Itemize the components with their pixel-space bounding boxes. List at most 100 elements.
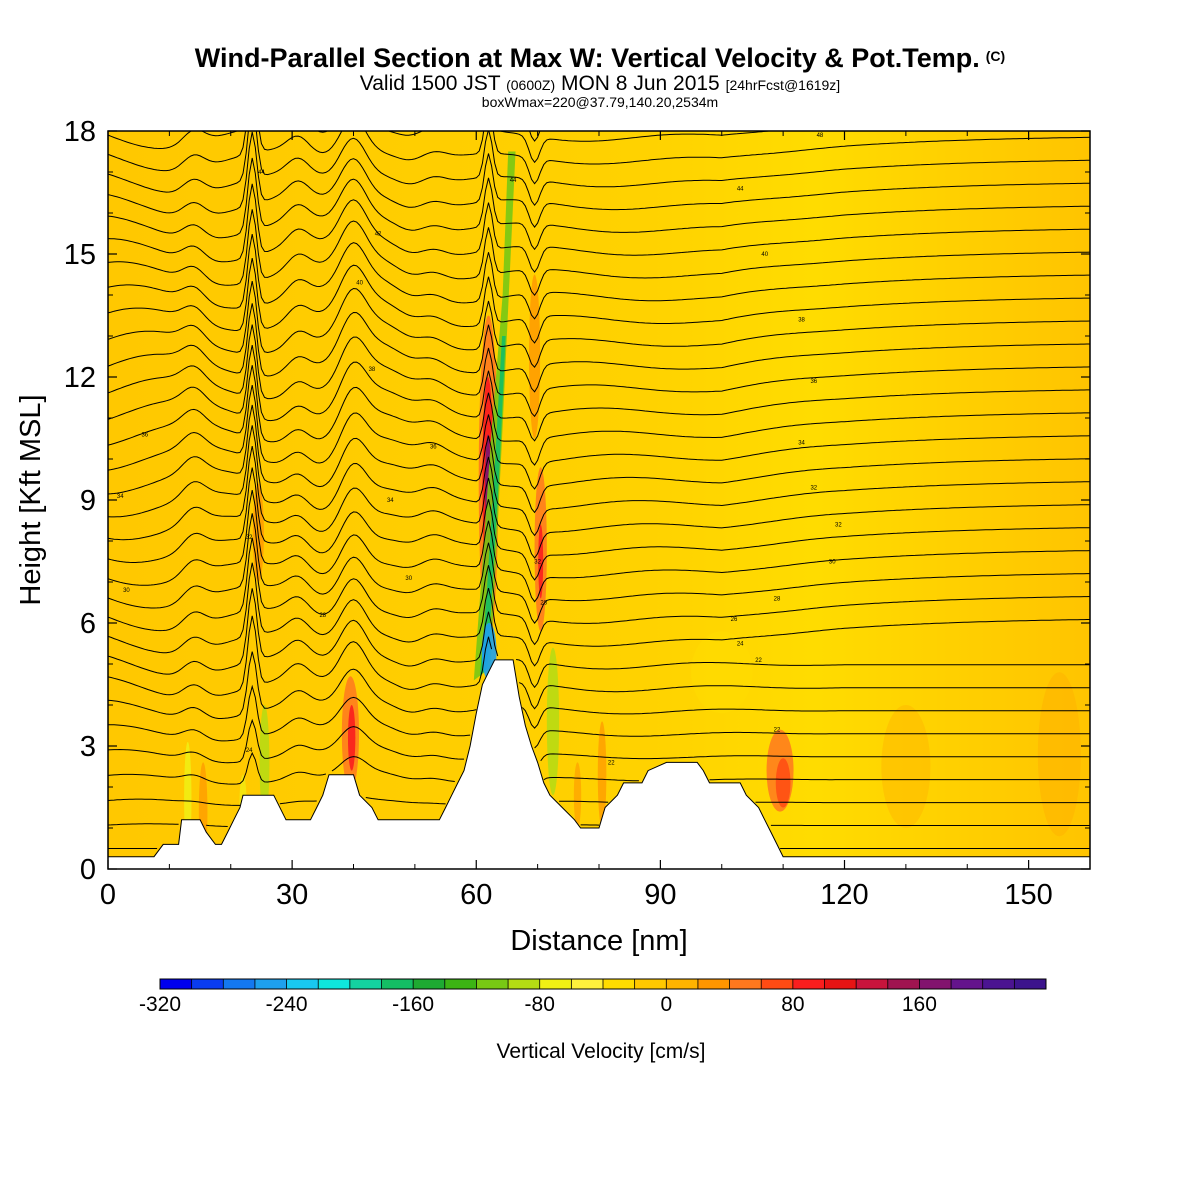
theta-label: 22 <box>755 658 762 664</box>
theta-label: 32 <box>534 560 541 566</box>
colorbar-frame <box>159 978 1047 990</box>
theta-label: 30 <box>829 560 836 566</box>
theta-label: 44 <box>737 186 744 192</box>
colorbar-label: Vertical Velocity [cm/s] <box>497 1040 706 1063</box>
theta-contour <box>108 258 1090 344</box>
theta-label: 32 <box>835 523 842 529</box>
colorbar-swatch <box>1014 979 1047 989</box>
theta-label: 24 <box>737 642 744 648</box>
theta-contour <box>108 562 1090 667</box>
theta-label: 48 <box>817 133 824 139</box>
theta-contour <box>108 385 1090 490</box>
theta-label: 28 <box>540 601 547 607</box>
colorbar-tick-label: -160 <box>392 993 434 1016</box>
theta-contour <box>108 446 1090 559</box>
colorbar-swatch <box>318 979 351 989</box>
theta-label: 28 <box>319 613 326 619</box>
x-tick-label: 150 <box>1004 879 1052 911</box>
updraft-lee-109-core <box>775 758 791 808</box>
theta-label: 30 <box>405 576 412 582</box>
theta-label: 38 <box>798 318 805 324</box>
colorbar-swatch <box>856 979 889 989</box>
theta-contours <box>108 131 1090 849</box>
theta-contour <box>108 513 1090 624</box>
theta-contour <box>108 718 1090 764</box>
theta-contour <box>108 404 1090 514</box>
theta-label: 38 <box>369 367 376 373</box>
colorbar-tick-label: 0 <box>660 993 672 1016</box>
colorbar-swatch <box>254 979 287 989</box>
theta-contour <box>108 281 1090 369</box>
colorbar-swatch <box>697 979 730 989</box>
theta-label: 44 <box>258 170 265 176</box>
theta-contour <box>108 183 1090 273</box>
colorbar-swatch <box>223 979 256 989</box>
colorbar-swatch <box>413 979 446 989</box>
y-tick-label: 0 <box>80 854 96 886</box>
colorbar-swatch <box>381 979 414 989</box>
calm-100 <box>691 631 753 714</box>
valid-date: MON 8 Jun 2015 <box>560 72 720 95</box>
theta-label: 34 <box>117 494 124 500</box>
theta-contour <box>108 797 1090 806</box>
colorbar-swatch <box>191 979 224 989</box>
colorbar-swatch <box>919 979 952 989</box>
forecast-info: [24hrFcst@1619z] <box>725 77 841 93</box>
colorbar-swatch <box>603 979 636 989</box>
theta-label: 28 <box>774 596 781 602</box>
colorbar-swatch <box>729 979 762 989</box>
theta-contour <box>108 467 1090 581</box>
theta-contour <box>108 234 1090 320</box>
theta-contour <box>108 345 1090 442</box>
theta-contour <box>108 324 1090 418</box>
downdraft-band-core <box>479 336 506 677</box>
colorbar-swatch <box>508 979 541 989</box>
updraft-weak-155 <box>1037 672 1081 837</box>
theta-label: 40 <box>761 252 768 258</box>
theta-label: 22 <box>774 728 781 734</box>
theta-contour <box>108 157 1090 251</box>
colorbar-tick-label: 160 <box>902 993 937 1016</box>
plot-area: 44 44 44 48 42 40 40 38 38 36 36 36 34 34 34 32 32 32 30 30… <box>108 131 1090 869</box>
colorbar-swatch <box>666 979 699 989</box>
theta-contour <box>108 615 1090 710</box>
updraft-weak-130 <box>881 705 931 828</box>
downdraft-band-outer <box>473 151 516 681</box>
downdraft-lee-72 <box>546 647 560 796</box>
theta-contour <box>529 131 541 142</box>
chart-subtitle: Valid 1500 JST (0600Z) MON 8 Jun 2015 [2… <box>0 72 1200 95</box>
theta-label: 22 <box>608 760 615 766</box>
updraft-east-upper <box>529 274 541 439</box>
updraft-core-39 <box>347 705 356 771</box>
theta-contour <box>108 209 1090 297</box>
box-info: boxWmax=220@37.79,140.20,2534m <box>481 94 719 110</box>
theta-contour <box>108 365 1090 466</box>
theta-label: 44 <box>510 178 517 184</box>
colorbar-swatch <box>539 979 572 989</box>
theta-label: 32 <box>246 535 253 541</box>
chart-title-text: Wind-Parallel Section at Max W: Vertical… <box>194 43 980 73</box>
colorbar-swatch <box>887 979 920 989</box>
y-tick-label: 18 <box>64 116 96 148</box>
theta-contour <box>108 490 1090 603</box>
theta-label: 36 <box>430 445 437 451</box>
colorbar-swatch <box>444 979 477 989</box>
colorbar-tick-label: 80 <box>781 993 804 1016</box>
theta-label: 34 <box>387 498 394 504</box>
updraft-low-80 <box>597 721 607 828</box>
x-tick-label: 90 <box>644 879 676 911</box>
y-tick-label: 9 <box>80 485 96 517</box>
theta-contour <box>108 588 1090 689</box>
theta-label: 26 <box>731 617 738 623</box>
colorbar-swatch <box>792 979 825 989</box>
valid-time-utc: (0600Z) <box>506 77 556 93</box>
colorbar-swatch <box>982 979 1015 989</box>
colorbar-swatch <box>951 979 984 989</box>
theta-contour <box>108 131 1090 185</box>
theta-label: 42 <box>375 232 382 238</box>
colorbar-tick-label: -320 <box>139 993 181 1016</box>
colorbar-swatch <box>571 979 604 989</box>
theta-label: 32 <box>810 486 817 492</box>
x-tick-label: 30 <box>276 879 308 911</box>
